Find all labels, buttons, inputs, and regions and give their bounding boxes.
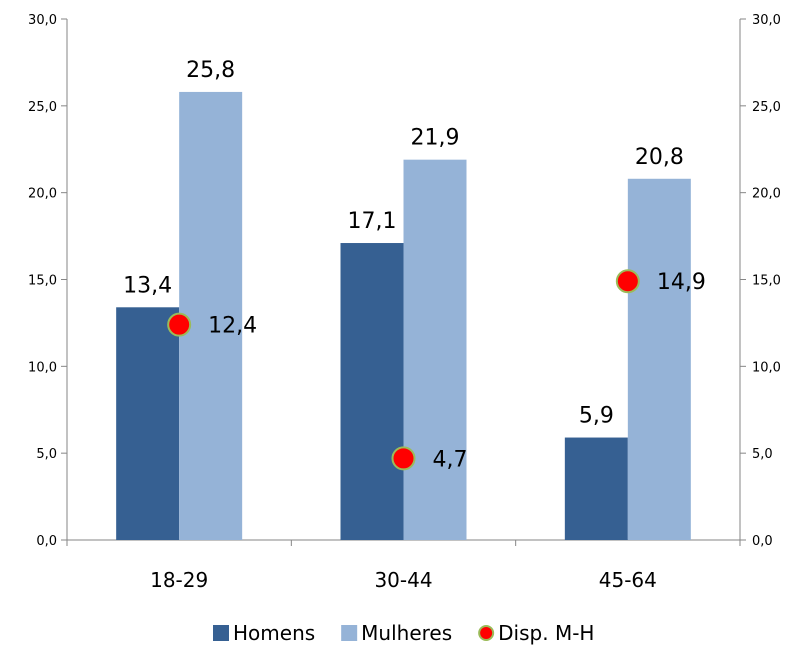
- data-label: 13,4: [123, 273, 172, 298]
- y-tick-label-left: 5,0: [36, 447, 57, 462]
- y-tick-label-right: 5,0: [752, 447, 773, 462]
- y-tick-label-right: 20,0: [752, 187, 781, 202]
- y-tick-label-right: 10,0: [752, 360, 781, 375]
- y-tick-label-right: 0,0: [752, 534, 773, 549]
- y-tick-label-left: 0,0: [36, 534, 57, 549]
- point-label: 12,4: [208, 314, 257, 339]
- y-tick-label-left: 20,0: [28, 187, 57, 202]
- bars: [116, 91, 691, 541]
- data-label: 17,1: [348, 209, 397, 234]
- legend-swatch: [478, 625, 495, 641]
- legend-swatch: [341, 625, 358, 641]
- legend-label: Disp. M-H: [498, 621, 594, 645]
- legend-swatch: [213, 625, 229, 641]
- point-marker: [391, 446, 416, 471]
- data-label: 20,8: [635, 145, 684, 170]
- legend-label: Homens: [233, 621, 315, 645]
- points: [167, 269, 640, 471]
- data-label: 5,9: [579, 404, 614, 429]
- point-label: 4,7: [433, 447, 468, 472]
- y-tick-label-left: 10,0: [28, 360, 57, 375]
- y-tick-label-left: 30,0: [28, 13, 57, 28]
- y-tick-label-right: 25,0: [752, 100, 781, 115]
- bar-homens: [564, 437, 628, 540]
- data-label: 21,9: [411, 126, 460, 151]
- data-label: 25,8: [186, 58, 235, 83]
- bar-mulheres: [179, 91, 243, 540]
- point-marker: [167, 312, 192, 337]
- point-label: 14,9: [657, 270, 706, 295]
- bar-homens: [340, 243, 404, 540]
- x-tick-label: 18-29: [150, 568, 208, 592]
- legend: Homens Mulheres Disp. M-H: [213, 621, 594, 645]
- legend-label: Mulheres: [361, 621, 452, 645]
- point-marker: [615, 269, 640, 294]
- y-tick-label-right: 15,0: [752, 274, 781, 289]
- x-tick-label: 30-44: [374, 568, 432, 592]
- bar-mulheres: [403, 159, 467, 541]
- axes: 0,0 0,0 5,0 5,0 10,0 10,0 15,0 15,0 20,0 20,0 25,0…: [28, 13, 781, 592]
- bar-mulheres: [627, 178, 691, 541]
- y-tick-label-right: 30,0: [752, 13, 781, 28]
- y-tick-label-left: 25,0: [28, 100, 57, 115]
- x-tick-label: 45-64: [599, 568, 657, 592]
- data-labels: 13,4 17,1 5,9 25,8 21,9 20,8 12,4 4,7 14,9: [123, 58, 706, 472]
- bar-homens: [116, 307, 180, 540]
- y-tick-label-left: 15,0: [28, 274, 57, 289]
